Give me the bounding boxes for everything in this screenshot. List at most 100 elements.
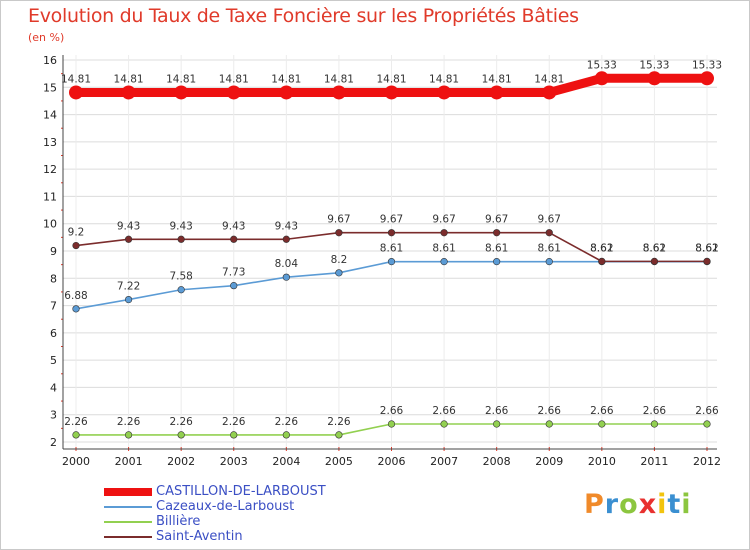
legend-label: Cazeaux-de-Larboust (156, 499, 295, 514)
data-label-cazeaux-de-larboust: 8.61 (643, 243, 666, 255)
logo-letter: t (667, 489, 682, 520)
data-label-saint-aventin: 8.62 (695, 242, 718, 254)
data-point-billiere (177, 431, 185, 439)
data-point-billiere (440, 420, 448, 428)
data-label-billiere: 2.26 (117, 416, 141, 428)
x-tick-label: 2001 (115, 455, 143, 468)
data-label-cazeaux-de-larboust: 7.22 (117, 281, 140, 293)
legend-label: CASTILLON-DE-LARBOUST (156, 484, 326, 499)
data-point-castillon-de-larboust (384, 85, 399, 100)
data-label-castillon-de-larboust: 15.33 (587, 59, 617, 71)
data-point-billiere (387, 420, 396, 428)
x-tick-label: 2009 (535, 455, 563, 468)
data-labels-layer: 14.81 14.81 14.81 14.81 14.81 14.81 14.81 14.81… (61, 59, 722, 428)
logo-letter: r (604, 489, 620, 520)
data-point-castillon-de-larboust (489, 85, 504, 100)
data-label-cazeaux-de-larboust: 6.88 (64, 290, 87, 302)
data-label-castillon-de-larboust: 14.81 (376, 73, 406, 85)
y-tick-label: 2 (50, 436, 57, 449)
proxiti-logo: Proxiti (584, 489, 692, 520)
data-label-saint-aventin: 9.43 (222, 220, 245, 232)
data-label-saint-aventin: 9.67 (432, 214, 455, 226)
legend-swatch (104, 536, 152, 538)
legend-swatch (104, 506, 152, 508)
data-label-castillon-de-larboust: 14.81 (114, 73, 144, 85)
data-point-cazeaux-de-larboust (545, 258, 553, 266)
data-point-castillon-de-larboust (69, 85, 83, 100)
legend-swatch (104, 521, 152, 523)
data-point-billiere (72, 431, 80, 439)
data-point-castillon-de-larboust (700, 71, 714, 86)
data-point-castillon-de-larboust (279, 85, 294, 100)
data-label-castillon-de-larboust: 14.81 (534, 73, 564, 85)
x-tick-label: 2004 (272, 455, 300, 468)
data-point-saint-aventin (335, 229, 343, 237)
data-label-saint-aventin: 9.43 (275, 220, 298, 232)
data-label-saint-aventin: 8.62 (643, 242, 666, 254)
x-tick-label: 2010 (588, 455, 616, 468)
data-label-billiere: 2.66 (538, 405, 562, 417)
data-point-billiere (703, 420, 711, 428)
logo-letter: i (681, 489, 692, 520)
data-point-saint-aventin (124, 235, 133, 243)
y-tick-label: 9 (50, 245, 57, 258)
data-point-saint-aventin (650, 257, 659, 265)
data-label-castillon-de-larboust: 14.81 (219, 73, 249, 85)
data-point-castillon-de-larboust (437, 85, 452, 100)
data-label-castillon-de-larboust: 14.81 (271, 73, 301, 85)
data-point-saint-aventin (282, 235, 290, 243)
data-label-saint-aventin: 9.2 (68, 227, 85, 239)
logo-letter: i (657, 489, 668, 520)
y-axis-unit-label: (en %) (28, 31, 65, 44)
grid-layer (63, 55, 717, 449)
data-label-cazeaux-de-larboust: 8.61 (695, 243, 718, 255)
data-label-billiere: 2.66 (380, 405, 404, 417)
data-label-castillon-de-larboust: 14.81 (482, 73, 512, 85)
data-label-saint-aventin: 9.67 (380, 214, 403, 226)
data-point-castillon-de-larboust (121, 85, 136, 100)
data-point-castillon-de-larboust (174, 85, 189, 100)
data-point-cazeaux-de-larboust (493, 258, 501, 266)
x-tick-label: 2008 (483, 455, 511, 468)
legend-swatch (104, 488, 152, 496)
x-tick-label: 2005 (325, 455, 353, 468)
data-point-castillon-de-larboust (647, 71, 662, 86)
data-point-saint-aventin (230, 235, 238, 243)
data-point-billiere (282, 431, 290, 439)
data-point-billiere (335, 431, 343, 439)
data-point-billiere (124, 431, 133, 439)
y-tick-label: 7 (50, 300, 57, 313)
data-point-castillon-de-larboust (226, 85, 241, 100)
data-label-saint-aventin: 9.43 (117, 220, 140, 232)
y-tick-label: 5 (50, 354, 57, 367)
y-tick-label: 13 (43, 136, 57, 149)
data-point-saint-aventin (703, 257, 711, 265)
data-point-cazeaux-de-larboust (387, 258, 396, 266)
y-tick-label: 4 (50, 381, 57, 394)
data-label-billiere: 2.66 (590, 405, 614, 417)
data-label-billiere: 2.66 (485, 405, 509, 417)
data-label-cazeaux-de-larboust: 8.2 (331, 254, 348, 266)
data-label-cazeaux-de-larboust: 8.61 (590, 243, 613, 255)
data-point-cazeaux-de-larboust (282, 273, 290, 281)
y-tick-label: 16 (43, 54, 57, 67)
data-label-saint-aventin: 9.67 (538, 214, 561, 226)
data-point-castillon-de-larboust (542, 85, 557, 100)
data-point-saint-aventin (387, 229, 396, 237)
y-tick-label: 3 (50, 409, 57, 422)
y-tick-label: 11 (43, 190, 57, 203)
data-label-castillon-de-larboust: 14.81 (429, 73, 459, 85)
data-point-cazeaux-de-larboust (124, 295, 133, 304)
data-label-cazeaux-de-larboust: 8.61 (380, 243, 403, 255)
data-label-cazeaux-de-larboust: 8.61 (485, 243, 508, 255)
data-label-cazeaux-de-larboust: 7.58 (169, 271, 192, 283)
data-label-saint-aventin: 9.67 (485, 214, 508, 226)
data-point-billiere (230, 431, 238, 439)
data-point-cazeaux-de-larboust (177, 286, 185, 294)
data-point-saint-aventin (440, 229, 448, 237)
data-point-cazeaux-de-larboust (440, 258, 448, 266)
data-point-billiere (650, 420, 659, 428)
x-tick-label: 2007 (430, 455, 458, 468)
